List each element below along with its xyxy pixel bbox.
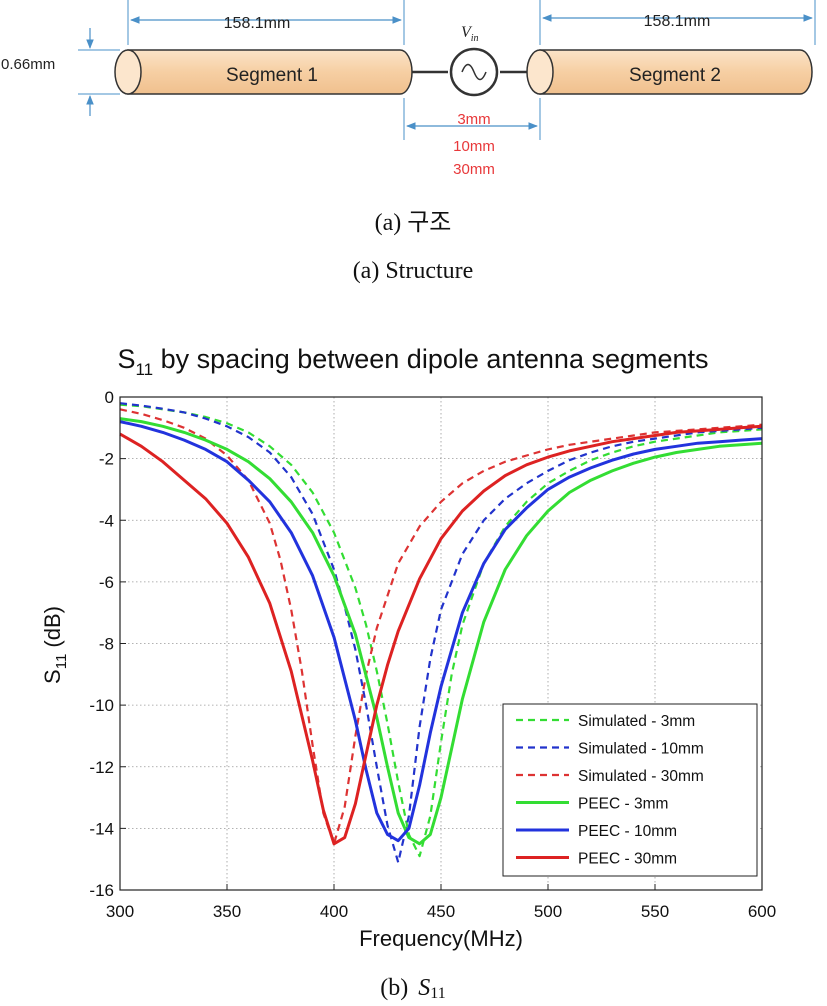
legend-entry-label: PEEC - 3mm xyxy=(578,796,668,813)
series-line-6 xyxy=(119,424,763,846)
y-axis-label: S11 (dB) xyxy=(40,606,70,684)
x-tick-label: 600 xyxy=(748,902,776,921)
legend-entry-label: Simulated - 10mm xyxy=(578,741,704,758)
spacing-3mm-label: 3mm xyxy=(457,111,490,128)
segment-1-end-face xyxy=(114,49,142,95)
x-axis-label: Frequency(MHz) xyxy=(359,926,523,951)
x-tick-label: 300 xyxy=(106,902,134,921)
segment-1-cylinder: Segment 1 xyxy=(114,49,413,95)
length-dimension-2: 158.1mm xyxy=(539,0,816,45)
x-tick-label: 350 xyxy=(213,902,241,921)
series-line-5 xyxy=(119,420,763,843)
structure-diagram: Segment 1 Segment 2 Vin 158.1mm 158.1mm xyxy=(1,0,816,178)
segment-1-label: Segment 1 xyxy=(226,65,318,86)
legend-box xyxy=(502,703,758,877)
spacing-30mm-label: 30mm xyxy=(453,161,495,178)
source-label: Vin xyxy=(461,24,479,44)
chart-title: S11 by spacing between dipole antenna se… xyxy=(117,344,708,379)
y-tick-label: -6 xyxy=(99,573,114,592)
s11-chart: S11 by spacing between dipole antenna se… xyxy=(40,344,776,951)
y-tick-label: -14 xyxy=(89,819,114,838)
sine-wave-icon xyxy=(461,63,487,81)
caption-a-english: (a) Structure xyxy=(353,258,474,284)
caption-b: (b) S11 xyxy=(380,975,445,1002)
y-tick-label: -4 xyxy=(99,511,114,530)
y-tick-label: -8 xyxy=(99,635,114,654)
legend-entry-label: PEEC - 10mm xyxy=(578,823,677,840)
y-tick-label: -16 xyxy=(89,881,114,900)
y-tick-label: -10 xyxy=(89,696,114,715)
length-dimension-1: 158.1mm xyxy=(127,0,405,45)
x-tick-label: 450 xyxy=(427,902,455,921)
y-tick-label: 0 xyxy=(105,388,114,407)
diameter-label: 0.66mm xyxy=(1,56,55,73)
legend-entry-label: Simulated - 30mm xyxy=(578,768,704,785)
segment-2-label: Segment 2 xyxy=(629,65,721,86)
x-tick-label: 400 xyxy=(320,902,348,921)
segment-2-cylinder: Segment 2 xyxy=(526,49,813,95)
y-tick-label: -12 xyxy=(89,758,114,777)
caption-a-korean: (a) 구조 xyxy=(375,210,452,236)
voltage-source: Vin xyxy=(449,24,499,97)
length-1-label: 158.1mm xyxy=(224,15,291,32)
gap-dimension: 3mm 10mm 30mm xyxy=(403,98,541,178)
y-tick-label: -2 xyxy=(99,450,114,469)
diameter-dimension: 0.66mm xyxy=(1,28,120,116)
series-layer xyxy=(119,402,763,864)
legend-entry-label: PEEC - 30mm xyxy=(578,851,677,868)
x-tick-label: 500 xyxy=(534,902,562,921)
spacing-10mm-label: 10mm xyxy=(453,138,495,155)
ticks: 300 350 400 450 500 550 600 0 -2 -4 -6 -8 -10 -12 -14 -… xyxy=(89,388,776,921)
segment-2-end-face xyxy=(526,49,554,95)
grid xyxy=(120,397,762,890)
legend-entry-label: Simulated - 3mm xyxy=(578,713,695,730)
series-line-4 xyxy=(119,417,763,846)
length-2-label: 158.1mm xyxy=(644,13,711,30)
legend: Simulated - 3mm Simulated - 10mm Simulated… xyxy=(502,703,758,877)
x-tick-label: 550 xyxy=(641,902,669,921)
series-line-2 xyxy=(119,402,763,864)
